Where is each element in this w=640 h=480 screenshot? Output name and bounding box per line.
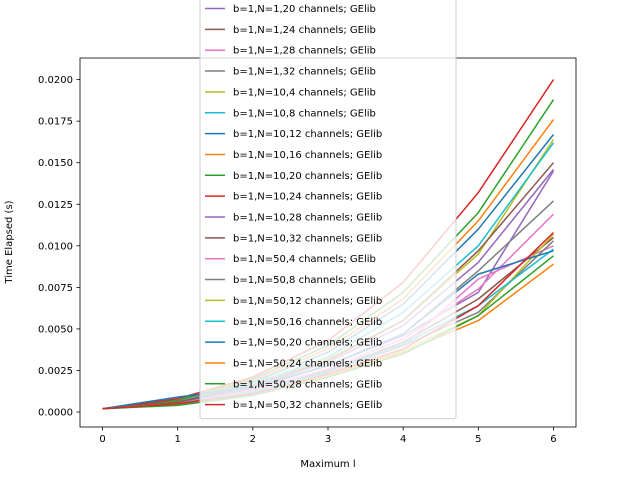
y-tick-label: 0.0125	[38, 200, 73, 211]
legend-label: b=1,N=10,16 channels; GElib	[233, 150, 382, 161]
legend-frame	[199, 0, 457, 420]
x-tick-label: 0	[99, 434, 105, 445]
legend-entry: b=1,N=50,8 channels; GElib	[205, 275, 376, 286]
legend-label: b=1,N=10,24 channels; GElib	[233, 192, 382, 203]
y-tick-label: 0.0025	[38, 366, 73, 377]
legend-entry: b=1,N=10,8 channels; GElib	[205, 108, 376, 119]
legend-entry: b=1,N=10,12 channels; GElib	[205, 129, 382, 140]
legend-entry: b=1,N=10,32 channels; GElib	[205, 233, 382, 244]
x-axis: 0 1 2 3 4 5 6	[99, 427, 557, 445]
legend-label: b=1,N=50,4 channels; GElib	[233, 254, 376, 265]
legend: b=1,N=1,20 channels; GElib b=1,N=1,24 cha…	[199, 0, 457, 420]
legend-entry: b=1,N=1,20 channels; GElib	[205, 4, 376, 15]
legend-entry: b=1,N=50,16 channels; GElib	[205, 317, 382, 328]
legend-entry: b=1,N=1,32 channels; GElib	[205, 67, 376, 78]
legend-label: b=1,N=10,32 channels; GElib	[233, 233, 382, 244]
legend-label: b=1,N=50,20 channels; GElib	[233, 338, 382, 349]
legend-label: b=1,N=50,28 channels; GElib	[233, 379, 382, 390]
legend-entry: b=1,N=50,20 channels; GElib	[205, 338, 382, 349]
y-tick-label: 0.0100	[38, 241, 73, 252]
legend-label: b=1,N=50,24 channels; GElib	[233, 358, 382, 369]
legend-entry: b=1,N=10,4 channels; GElib	[205, 87, 376, 98]
y-axis: 0.0000 0.0025 0.0050 0.0075 0.0100 0.0125 0.01…	[38, 75, 80, 419]
legend-label: b=1,N=10,28 channels; GElib	[233, 213, 382, 224]
x-tick-label: 5	[475, 434, 481, 445]
x-tick-label: 3	[325, 434, 331, 445]
legend-entry: b=1,N=10,16 channels; GElib	[205, 150, 382, 161]
x-tick-label: 2	[250, 434, 256, 445]
legend-entry: b=1,N=1,24 channels; GElib	[205, 25, 376, 36]
legend-entry: b=1,N=50,32 channels; GElib	[205, 400, 382, 411]
legend-label: b=1,N=1,20 channels; GElib	[233, 4, 376, 15]
x-tick-label: 4	[400, 434, 406, 445]
legend-entry: b=1,N=50,12 channels; GElib	[205, 296, 382, 307]
x-tick-label: 1	[175, 434, 181, 445]
legend-entry: b=1,N=1,28 channels; GElib	[205, 46, 376, 57]
y-tick-label: 0.0175	[38, 117, 73, 128]
legend-entry: b=1,N=50,28 channels; GElib	[205, 379, 382, 390]
legend-label: b=1,N=1,32 channels; GElib	[233, 67, 376, 78]
y-tick-label: 0.0050	[38, 324, 73, 335]
legend-entry: b=1,N=10,28 channels; GElib	[205, 213, 382, 224]
legend-label: b=1,N=50,32 channels; GElib	[233, 400, 382, 411]
y-tick-label: 0.0150	[38, 158, 73, 169]
legend-label: b=1,N=1,24 channels; GElib	[233, 25, 376, 36]
y-tick-label: 0.0000	[38, 408, 73, 419]
legend-label: b=1,N=10,20 channels; GElib	[233, 171, 382, 182]
legend-label: b=1,N=10,12 channels; GElib	[233, 129, 382, 140]
y-tick-label: 0.0200	[38, 75, 73, 86]
legend-entry: b=1,N=50,4 channels; GElib	[205, 254, 376, 265]
x-axis-label: Maximum l	[300, 459, 355, 470]
legend-label: b=1,N=10,8 channels; GElib	[233, 108, 376, 119]
legend-entry: b=1,N=50,24 channels; GElib	[205, 358, 382, 369]
y-tick-label: 0.0075	[38, 283, 73, 294]
legend-label: b=1,N=50,16 channels; GElib	[233, 317, 382, 328]
y-axis-label: Time Elapsed (s)	[4, 200, 15, 284]
legend-label: b=1,N=1,28 channels; GElib	[233, 46, 376, 57]
x-tick-label: 6	[550, 434, 556, 445]
legend-entry: b=1,N=10,24 channels; GElib	[205, 192, 382, 203]
legend-label: b=1,N=10,4 channels; GElib	[233, 87, 376, 98]
legend-label: b=1,N=50,8 channels; GElib	[233, 275, 376, 286]
legend-label: b=1,N=50,12 channels; GElib	[233, 296, 382, 307]
legend-entry: b=1,N=10,20 channels; GElib	[205, 171, 382, 182]
